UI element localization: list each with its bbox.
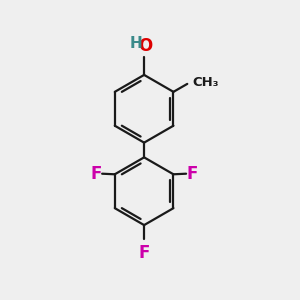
Text: O: O [139, 37, 153, 55]
Text: H: H [130, 36, 142, 51]
Text: F: F [186, 165, 198, 183]
Text: F: F [138, 244, 150, 262]
Text: CH₃: CH₃ [192, 76, 218, 89]
Text: F: F [91, 165, 102, 183]
